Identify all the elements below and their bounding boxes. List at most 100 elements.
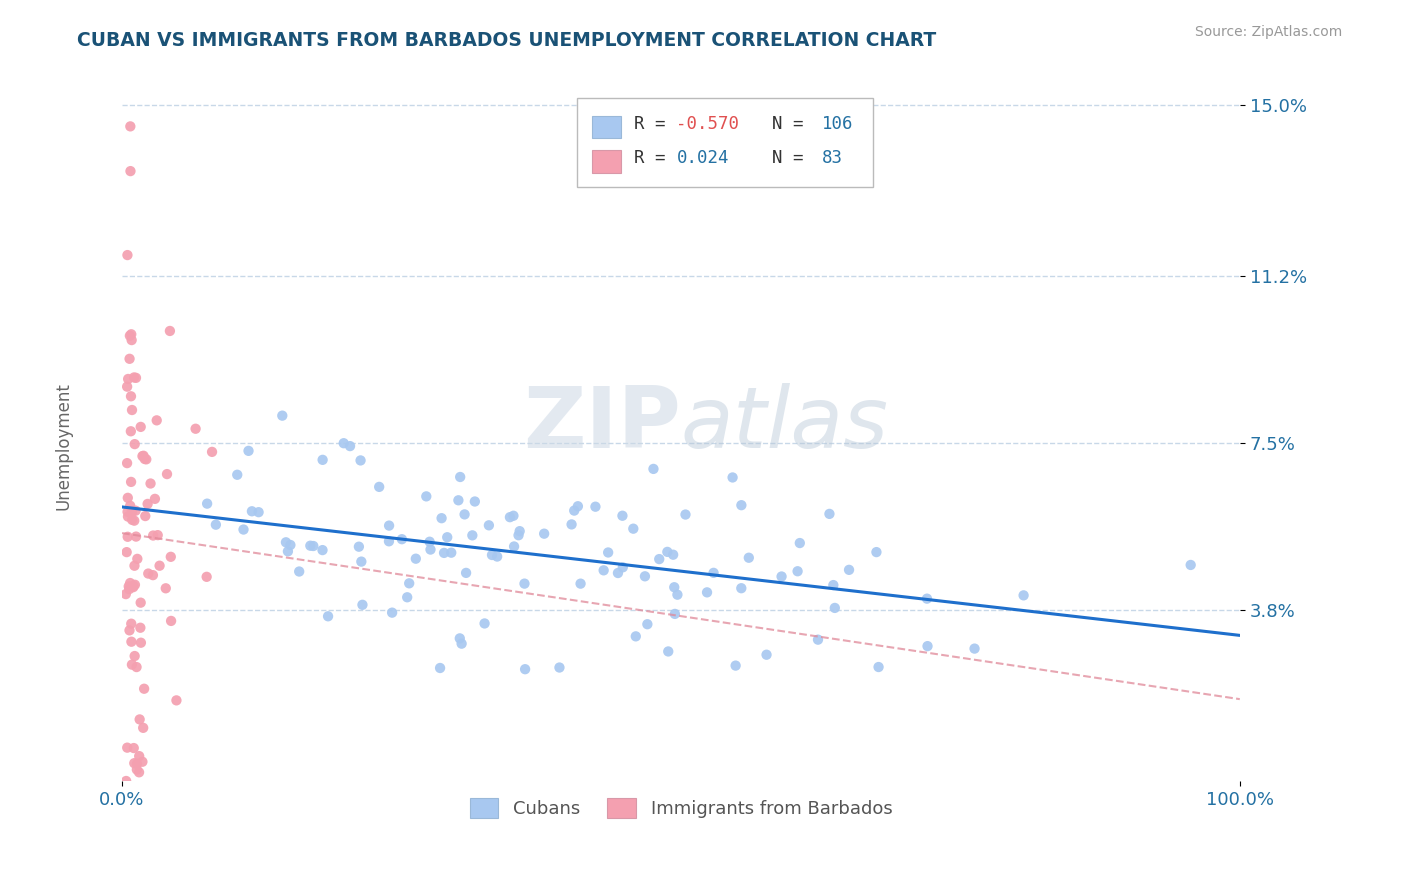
Point — [724, 658, 747, 673]
Point — [433, 546, 456, 560]
Point — [1180, 558, 1202, 572]
Point — [508, 528, 530, 542]
Point — [129, 621, 152, 635]
Point — [378, 534, 401, 549]
Point — [499, 510, 522, 524]
Point — [118, 579, 141, 593]
Point — [915, 591, 938, 606]
Point — [621, 522, 644, 536]
Point — [398, 576, 420, 591]
Point — [583, 500, 606, 514]
Point — [115, 545, 138, 559]
Text: 0.024: 0.024 — [676, 149, 728, 168]
Point — [142, 568, 165, 582]
Point — [136, 497, 159, 511]
FancyBboxPatch shape — [576, 98, 873, 186]
Point — [146, 528, 169, 542]
Point — [124, 578, 146, 592]
Point — [205, 517, 228, 532]
Point — [132, 721, 155, 735]
Point — [120, 475, 142, 489]
Point — [636, 617, 658, 632]
Point — [612, 508, 634, 523]
Point — [125, 763, 148, 777]
Point — [117, 372, 139, 386]
Point — [120, 120, 142, 134]
Point — [755, 648, 778, 662]
Point — [675, 508, 697, 522]
Point — [195, 570, 218, 584]
Point — [160, 614, 183, 628]
Point — [350, 555, 373, 569]
Point — [316, 609, 339, 624]
Point — [121, 403, 143, 417]
Point — [302, 539, 325, 553]
Point — [449, 470, 471, 484]
Point — [391, 532, 413, 546]
Point — [122, 741, 145, 756]
Point — [513, 662, 536, 676]
Point — [120, 499, 142, 513]
Point — [1012, 588, 1035, 602]
Point — [277, 544, 299, 558]
Point — [238, 443, 260, 458]
Point — [132, 449, 155, 463]
Point — [454, 566, 477, 580]
Point — [271, 409, 294, 423]
Point — [823, 578, 845, 592]
Point — [128, 749, 150, 764]
Point — [115, 740, 138, 755]
Point — [486, 549, 509, 564]
Point — [134, 452, 156, 467]
Text: N =: N = — [751, 115, 814, 133]
Point — [352, 598, 374, 612]
Point — [696, 585, 718, 599]
Point — [155, 582, 177, 596]
Point — [419, 534, 441, 549]
Point — [118, 351, 141, 366]
Point — [349, 453, 371, 467]
Point — [332, 436, 354, 450]
Point — [440, 546, 463, 560]
Point — [120, 616, 142, 631]
Legend: Cubans, Immigrants from Barbados: Cubans, Immigrants from Barbados — [463, 791, 900, 825]
Text: 106: 106 — [821, 115, 853, 133]
Point — [117, 530, 139, 544]
Text: Source: ZipAtlas.com: Source: ZipAtlas.com — [1195, 25, 1343, 39]
Point — [120, 634, 142, 648]
Point — [131, 755, 153, 769]
Point — [124, 756, 146, 771]
Point — [450, 637, 472, 651]
Point — [396, 591, 419, 605]
Text: R =: R = — [634, 149, 676, 168]
Point — [612, 560, 634, 574]
Point — [131, 449, 153, 463]
Point — [129, 420, 152, 434]
Point — [503, 540, 526, 554]
Point — [311, 543, 333, 558]
Point — [502, 508, 524, 523]
Point — [184, 422, 207, 436]
Point — [415, 489, 437, 503]
FancyBboxPatch shape — [592, 150, 620, 172]
Point — [134, 509, 156, 524]
Point — [145, 413, 167, 427]
Point — [430, 511, 453, 525]
Point — [122, 579, 145, 593]
Point — [120, 327, 142, 342]
Point — [115, 379, 138, 393]
Point — [548, 660, 571, 674]
Point — [419, 542, 441, 557]
Point — [770, 569, 793, 583]
Point — [429, 661, 451, 675]
Point — [607, 566, 630, 580]
Point — [117, 505, 139, 519]
Text: Unemployment: Unemployment — [55, 382, 72, 510]
Point — [789, 536, 811, 550]
Point — [786, 564, 808, 578]
Point — [115, 774, 138, 789]
Point — [280, 538, 302, 552]
Point — [117, 248, 139, 262]
Point — [513, 576, 536, 591]
Point — [115, 456, 138, 470]
